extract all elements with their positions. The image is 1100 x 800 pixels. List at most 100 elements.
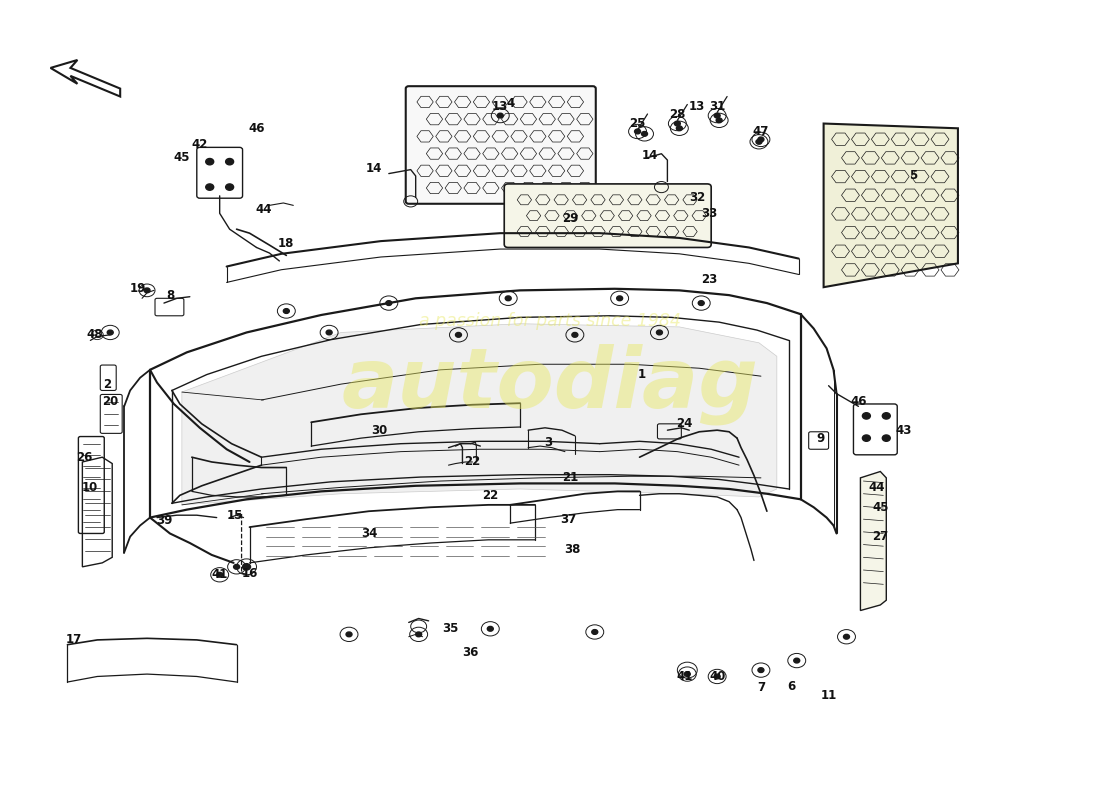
Text: 41: 41: [211, 568, 228, 582]
Text: 22: 22: [482, 489, 498, 502]
Text: 18: 18: [278, 237, 295, 250]
Text: 44: 44: [868, 481, 884, 494]
Text: 46: 46: [850, 395, 867, 408]
Circle shape: [714, 674, 720, 679]
Circle shape: [635, 129, 640, 134]
Circle shape: [206, 184, 213, 190]
Text: 10: 10: [81, 481, 98, 494]
Text: 40: 40: [710, 670, 725, 683]
Text: 29: 29: [562, 212, 579, 226]
Text: 13: 13: [492, 99, 508, 113]
Text: 36: 36: [462, 646, 478, 659]
Circle shape: [217, 572, 222, 577]
Circle shape: [386, 301, 392, 306]
Circle shape: [233, 565, 240, 570]
Circle shape: [226, 158, 233, 165]
Circle shape: [206, 158, 213, 165]
Text: 25: 25: [629, 117, 646, 130]
Text: 20: 20: [102, 395, 119, 408]
Text: 44: 44: [255, 203, 272, 216]
Circle shape: [676, 126, 682, 130]
Text: 21: 21: [562, 471, 578, 484]
Text: 6: 6: [788, 679, 796, 693]
Text: 1: 1: [638, 368, 646, 381]
Text: 16: 16: [241, 566, 257, 580]
Circle shape: [346, 632, 352, 637]
Text: 46: 46: [249, 122, 265, 134]
Circle shape: [617, 296, 623, 301]
Circle shape: [107, 330, 113, 335]
Text: 9: 9: [816, 432, 825, 445]
Text: 5: 5: [909, 170, 917, 182]
Circle shape: [226, 184, 233, 190]
Circle shape: [756, 139, 762, 144]
Text: 14: 14: [641, 149, 658, 162]
Text: 7: 7: [757, 681, 764, 694]
Text: 45: 45: [174, 151, 190, 164]
Text: 11: 11: [821, 689, 837, 702]
Text: 15: 15: [227, 509, 243, 522]
Text: 41: 41: [676, 670, 693, 683]
Text: autodiag: autodiag: [342, 343, 758, 425]
Circle shape: [497, 114, 503, 118]
Text: 45: 45: [872, 501, 889, 514]
Circle shape: [714, 114, 720, 118]
Circle shape: [487, 626, 493, 631]
Text: 35: 35: [442, 622, 459, 635]
Polygon shape: [824, 123, 958, 287]
Circle shape: [455, 333, 461, 338]
Text: 19: 19: [130, 282, 146, 295]
Circle shape: [572, 333, 578, 338]
Text: 38: 38: [563, 543, 580, 556]
Circle shape: [882, 435, 890, 442]
Text: 3: 3: [543, 436, 552, 449]
Text: 31: 31: [710, 99, 725, 113]
Text: 4: 4: [506, 97, 515, 110]
Text: a passion for parts since 1984: a passion for parts since 1984: [419, 311, 681, 330]
Circle shape: [794, 658, 800, 663]
Text: 32: 32: [689, 191, 705, 204]
Circle shape: [284, 309, 289, 314]
Circle shape: [758, 137, 763, 142]
Text: 17: 17: [65, 634, 81, 646]
Text: 33: 33: [701, 207, 717, 220]
Text: 22: 22: [464, 455, 481, 469]
Circle shape: [243, 564, 251, 570]
Text: 24: 24: [676, 418, 693, 430]
FancyBboxPatch shape: [406, 86, 596, 204]
Text: 48: 48: [86, 328, 102, 342]
Circle shape: [505, 296, 512, 301]
Text: 2: 2: [103, 378, 111, 390]
Circle shape: [641, 131, 648, 136]
Circle shape: [862, 413, 870, 419]
Text: 34: 34: [361, 527, 377, 540]
Polygon shape: [182, 324, 777, 505]
Text: 13: 13: [689, 99, 705, 113]
Text: 47: 47: [752, 125, 769, 138]
Circle shape: [592, 630, 597, 634]
Text: 42: 42: [191, 138, 208, 150]
Text: 30: 30: [371, 424, 387, 437]
Circle shape: [758, 668, 763, 673]
Circle shape: [882, 413, 890, 419]
Circle shape: [657, 330, 662, 335]
Polygon shape: [860, 471, 887, 610]
Polygon shape: [51, 60, 120, 97]
Circle shape: [844, 634, 849, 639]
Circle shape: [862, 435, 870, 442]
Circle shape: [144, 288, 150, 293]
Text: 43: 43: [895, 424, 912, 437]
Text: 27: 27: [872, 530, 889, 543]
Text: 26: 26: [76, 450, 92, 464]
Text: 39: 39: [156, 514, 172, 527]
Circle shape: [326, 330, 332, 335]
Circle shape: [416, 632, 421, 637]
FancyBboxPatch shape: [504, 184, 712, 247]
Text: 37: 37: [560, 513, 576, 526]
Circle shape: [698, 301, 704, 306]
Circle shape: [716, 118, 722, 122]
Text: 28: 28: [669, 107, 685, 121]
Text: 23: 23: [701, 273, 717, 286]
Circle shape: [684, 672, 691, 677]
Text: 14: 14: [365, 162, 382, 174]
